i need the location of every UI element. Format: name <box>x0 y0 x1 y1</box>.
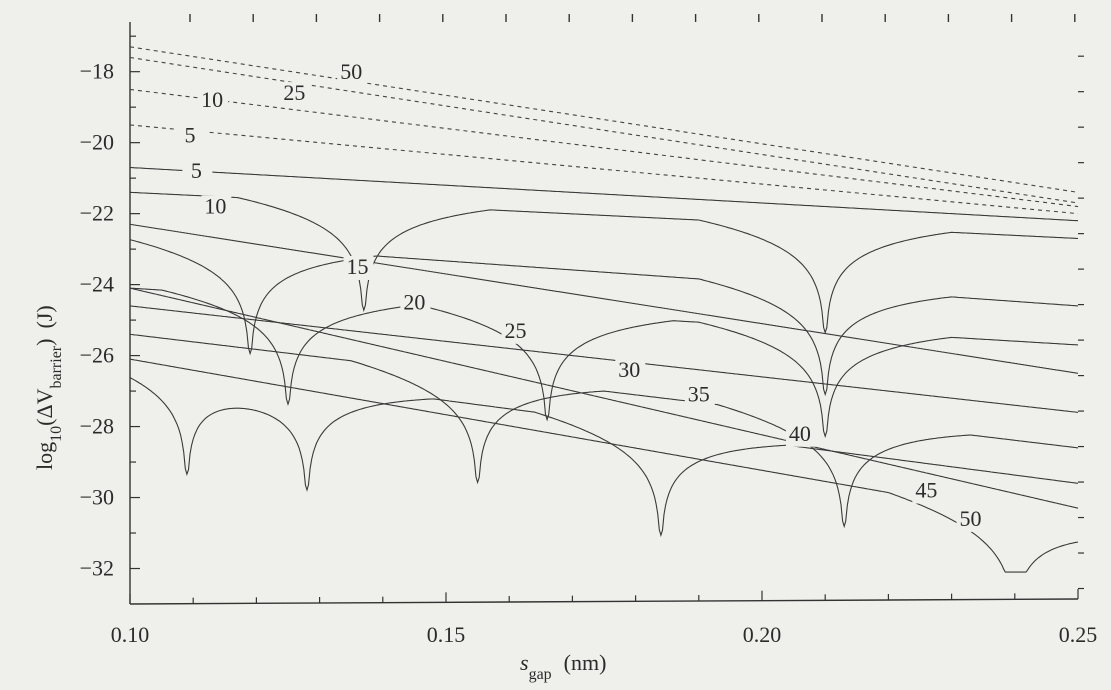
y-tick-label: −28 <box>80 414 114 439</box>
x-tick-label: 0.10 <box>111 622 150 647</box>
dashed-series-line <box>129 124 1079 215</box>
dashed-series-label: 5 <box>185 123 196 148</box>
curve-label-bg <box>337 60 368 85</box>
x-tick-label: 0.15 <box>427 622 466 647</box>
dashed-curves <box>129 46 1079 215</box>
curve-label-bg <box>176 124 207 149</box>
solid-curves <box>129 166 1079 573</box>
y-tick-label: −26 <box>80 343 114 368</box>
solid-series-line <box>129 333 1079 529</box>
solid-series-line <box>129 223 1079 374</box>
solid-series-line <box>129 166 1079 222</box>
bottom-axis <box>129 598 1079 605</box>
solid-series-line <box>129 239 1079 397</box>
solid-series-label: 50 <box>960 506 982 531</box>
solid-series-label: 35 <box>688 382 710 407</box>
x-axis-title-sub: gap <box>529 666 552 683</box>
solid-series-line <box>129 287 1079 439</box>
curve-label-bg <box>400 291 431 316</box>
curve-label-bg <box>201 195 232 220</box>
solid-series-label: 40 <box>789 421 811 446</box>
dashed-series-line <box>129 46 1079 193</box>
solid-series-label: 10 <box>204 194 226 219</box>
curve-label-bg <box>198 89 229 114</box>
curve-label-bg <box>912 479 943 504</box>
y-tick-label: −32 <box>80 556 114 581</box>
y-tick-label: −30 <box>80 485 114 510</box>
solid-series-line <box>129 287 1079 509</box>
curve-label-bg <box>280 82 311 107</box>
curve-label-bg <box>956 507 987 532</box>
curve-label-bg <box>343 255 374 280</box>
solid-series-line <box>129 358 1079 573</box>
solid-series-label: 25 <box>505 318 527 343</box>
solid-series-label: 5 <box>191 158 202 183</box>
curve-label-bg <box>501 319 532 344</box>
y-axis-title-unit: (J) <box>32 305 57 328</box>
y-axis-title-pre: log <box>32 442 57 470</box>
y-axis-title: log10(ΔVbarrier) (J) <box>32 305 65 470</box>
x-axis-title-unit: (nm) <box>564 650 607 675</box>
solid-series-label: 15 <box>347 254 369 279</box>
y-tick-label: −20 <box>80 130 114 155</box>
solid-series-label: 30 <box>618 357 640 382</box>
solid-series-label: 20 <box>403 289 425 314</box>
curve-label-bg <box>615 358 646 383</box>
x-tick-label: 0.25 <box>1059 622 1098 647</box>
curve-label-bg <box>684 383 715 408</box>
curve-label-bg <box>182 160 213 185</box>
dashed-series-line <box>129 56 1079 204</box>
y-tick-label: −22 <box>80 201 114 226</box>
dashed-series-label: 50 <box>340 59 362 84</box>
solid-series-label: 45 <box>915 478 937 503</box>
solid-series-line <box>129 305 1079 413</box>
dashed-series-label: 10 <box>201 87 223 112</box>
solid-series-line <box>129 377 1079 538</box>
y-axis-title-mid: (ΔV <box>32 388 57 425</box>
x-axis-title: sgap (nm) <box>520 650 606 683</box>
x-tick-label: 0.20 <box>743 622 782 647</box>
tick-labels: 0.10 0.15 0.20 0.25 −18 −20 −22 −24 −26 −28 −30 −32 <box>80 59 1098 647</box>
plot-frame <box>129 22 1079 605</box>
solid-series-line <box>129 191 1079 335</box>
curve-label-bg <box>785 422 816 447</box>
dashed-series-label: 25 <box>283 80 305 105</box>
dashed-series-line <box>129 88 1079 208</box>
axis-titles: sgap (nm) log10(ΔVbarrier) (J) <box>32 305 606 682</box>
y-axis-title-pre-sub: 10 <box>48 426 65 442</box>
y-axis-title-post: ) <box>32 339 57 346</box>
y-tick-label: −18 <box>80 59 114 84</box>
ticks <box>129 14 1084 604</box>
y-tick-label: −24 <box>80 272 114 297</box>
y-axis-title-sub: barrier <box>48 345 65 388</box>
x-axis-title-main: s <box>520 650 529 675</box>
